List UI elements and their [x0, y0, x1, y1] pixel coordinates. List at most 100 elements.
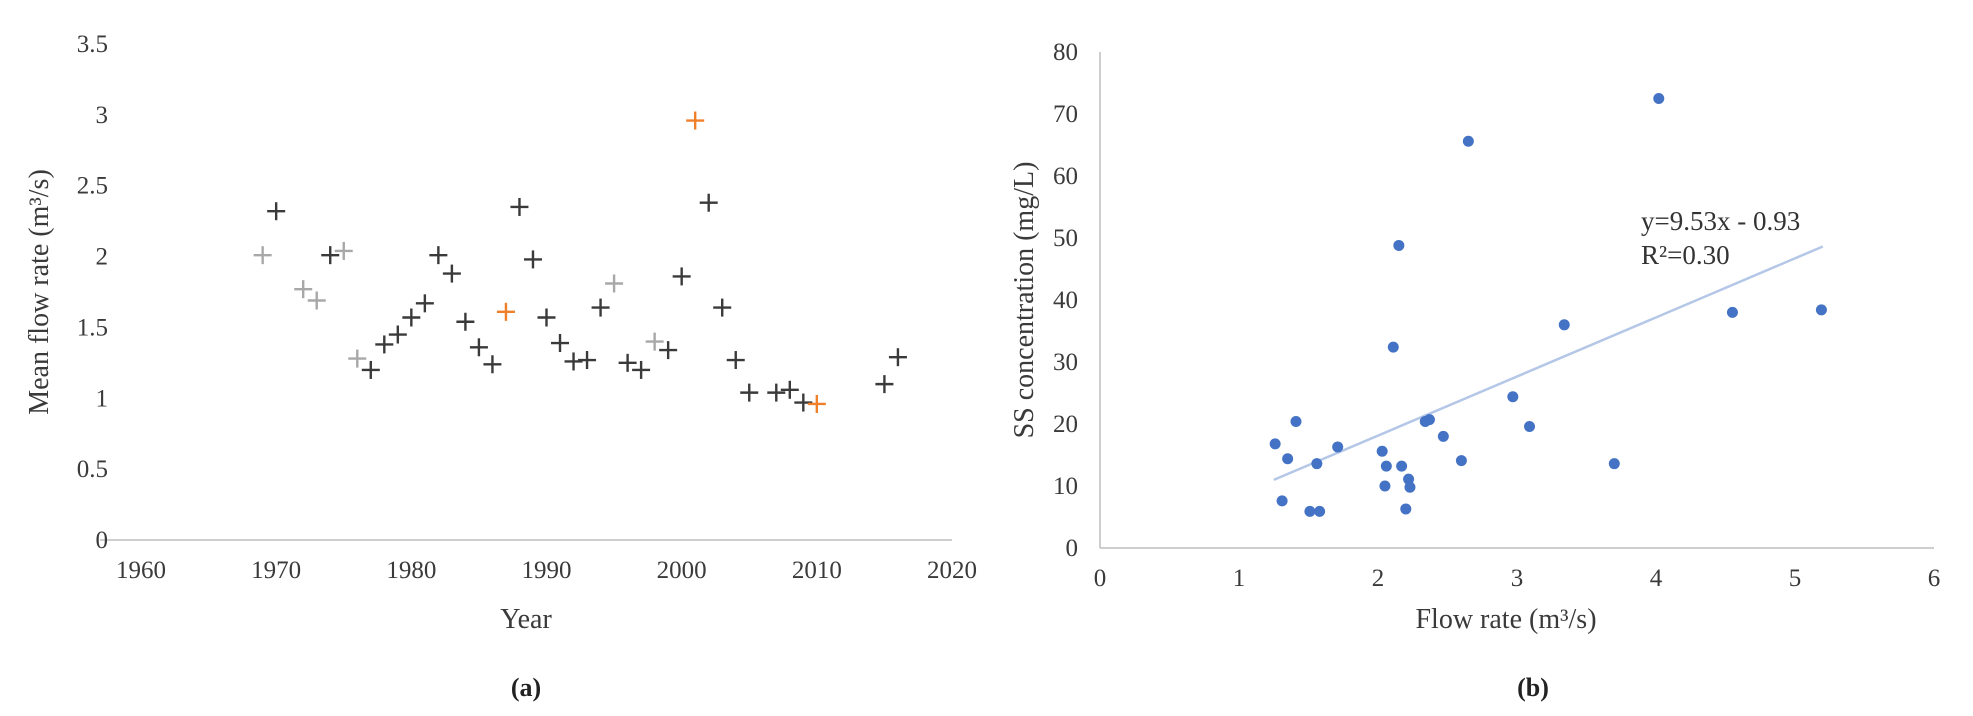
- chart-a-point: [672, 267, 691, 286]
- chart-b-x-tick-label: 2: [1372, 565, 1385, 592]
- chart-a-y-axis-label: Mean flow rate (m³/s): [24, 169, 55, 415]
- chart-a-point: [713, 298, 732, 317]
- chart-b-y-tick-label: 70: [1053, 101, 1078, 128]
- chart-b-point: [1311, 458, 1323, 470]
- chart-a-y-tick-label: 3: [96, 102, 109, 129]
- chart-a-x-axis-label: Year: [500, 604, 552, 635]
- chart-a-y-tick-label: 0.5: [77, 456, 108, 483]
- chart-b-point: [1332, 441, 1344, 453]
- chart-a-point: [888, 348, 907, 367]
- chart-b-x-tick-label: 0: [1094, 565, 1107, 592]
- chart-a-point: [875, 375, 894, 394]
- chart-a-point: [794, 393, 813, 412]
- chart-a-point: [645, 332, 664, 351]
- chart-b-y-tick-label: 60: [1053, 163, 1078, 190]
- chart-b-point: [1396, 460, 1408, 472]
- chart-b-x-tick-label: 5: [1789, 565, 1802, 592]
- chart-a-point: [415, 294, 434, 313]
- chart-a-x-tick-label: 1970: [251, 557, 301, 584]
- chart-b-point: [1608, 458, 1620, 470]
- chart-a-point: [699, 193, 718, 212]
- chart-a-x-tick-label: 1990: [522, 557, 572, 584]
- chart-a-point: [807, 394, 826, 413]
- chart-b-y-tick-labels: 0 10 20 30 40 50 60 70 80: [1053, 39, 1078, 562]
- chart-a-point: [388, 325, 407, 344]
- chart-b-point: [1400, 503, 1412, 515]
- chart-b-point: [1393, 239, 1405, 251]
- chart-b-points: [1269, 93, 1827, 517]
- chart-b-trendline: [1273, 245, 1824, 482]
- chart-b: 0 10 20 30 40 50 60 70 80 0 1 2 3 4 5 6 y=9.53x - 0.93…: [1009, 39, 1940, 702]
- chart-a-point: [456, 312, 475, 331]
- chart-a-point: [442, 264, 461, 283]
- chart-b-y-tick-label: 50: [1053, 225, 1078, 252]
- chart-b-x-tick-label: 4: [1650, 565, 1663, 592]
- chart-a-x-tick-labels: 1960 1970 1980 1990 2000 2010 2020: [116, 557, 977, 584]
- chart-b-equation-label: y=9.53x - 0.93: [1641, 206, 1800, 236]
- chart-a-point: [686, 111, 705, 130]
- chart-b-x-tick-label: 6: [1928, 565, 1941, 592]
- chart-b-point: [1462, 135, 1474, 147]
- chart-a-point: [307, 291, 326, 310]
- chart-a-point: [321, 246, 340, 265]
- chart-b-point: [1314, 505, 1326, 517]
- chart-b-point: [1276, 495, 1288, 507]
- chart-b-y-axis-label: SS concentration (mg/L): [1009, 162, 1040, 439]
- chart-b-panel-label: (b): [1517, 673, 1549, 702]
- chart-b-y-tick-label: 10: [1053, 473, 1078, 500]
- chart-a-point: [496, 302, 515, 321]
- chart-a-y-tick-label: 2.5: [77, 173, 108, 200]
- chart-b-point: [1290, 416, 1302, 428]
- chart-a-y-tick-label: 0: [96, 527, 109, 554]
- chart-b-point: [1653, 93, 1665, 104]
- chart-b-y-tick-label: 40: [1053, 287, 1078, 314]
- chart-b-point: [1304, 505, 1316, 517]
- chart-a-x-tick-label: 2010: [792, 557, 842, 584]
- chart-a-y-tick-label: 3.5: [77, 31, 108, 58]
- chart-a-panel-label: (a): [511, 673, 541, 702]
- chart-a-point: [267, 202, 286, 221]
- chart-b-point: [1437, 430, 1449, 442]
- chart-a-point: [348, 349, 367, 368]
- chart-a-x-tick-label: 1960: [116, 557, 166, 584]
- chart-a-point: [740, 383, 759, 402]
- chart-a-point: [605, 274, 624, 293]
- chart-a-point: [483, 355, 502, 374]
- chart-a-point: [591, 298, 610, 317]
- chart-b-point: [1379, 480, 1391, 492]
- chart-a-y-tick-label: 1: [96, 385, 109, 412]
- chart-a-x-tick-label: 2000: [657, 557, 707, 584]
- chart-a-point: [578, 351, 597, 370]
- chart-a-x-tick-label: 1980: [386, 557, 436, 584]
- chart-b-point: [1524, 420, 1536, 432]
- chart-b-point: [1815, 304, 1827, 316]
- chart-b-r2-label: R²=0.30: [1641, 240, 1730, 270]
- chart-a-point: [564, 352, 583, 371]
- chart-a-point: [253, 246, 272, 265]
- chart-b-y-tick-label: 80: [1053, 39, 1078, 66]
- chart-b-point: [1507, 391, 1519, 403]
- chart-b-point: [1282, 453, 1294, 465]
- chart-b-point: [1455, 455, 1467, 467]
- chart-a-points: [253, 111, 907, 413]
- chart-a-point: [659, 341, 678, 360]
- chart-a-point: [523, 250, 542, 269]
- chart-a-point: [334, 241, 353, 260]
- chart-b-point: [1558, 319, 1570, 331]
- chart-b-point: [1404, 481, 1416, 493]
- chart-b-point: [1387, 341, 1399, 353]
- chart-b-y-tick-label: 0: [1066, 535, 1079, 562]
- chart-a-point: [510, 197, 529, 216]
- chart-b-x-tick-label: 1: [1233, 565, 1246, 592]
- chart-b-point: [1423, 414, 1435, 426]
- chart-a-x-tick-label: 2020: [927, 557, 977, 584]
- chart-a-y-tick-label: 2: [96, 244, 109, 271]
- chart-b-point: [1269, 438, 1281, 450]
- chart-b-y-tick-label: 20: [1053, 411, 1078, 438]
- chart-a-y-tick-labels: 0 0.5 1 1.5 2 2.5 3 3.5: [77, 31, 108, 554]
- chart-b-x-tick-labels: 0 1 2 3 4 5 6: [1094, 565, 1941, 592]
- chart-a-point: [551, 334, 570, 353]
- chart-a-point: [780, 380, 799, 399]
- chart-a-point: [402, 308, 421, 327]
